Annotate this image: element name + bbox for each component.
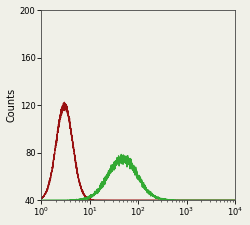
Y-axis label: Counts: Counts: [7, 88, 17, 122]
